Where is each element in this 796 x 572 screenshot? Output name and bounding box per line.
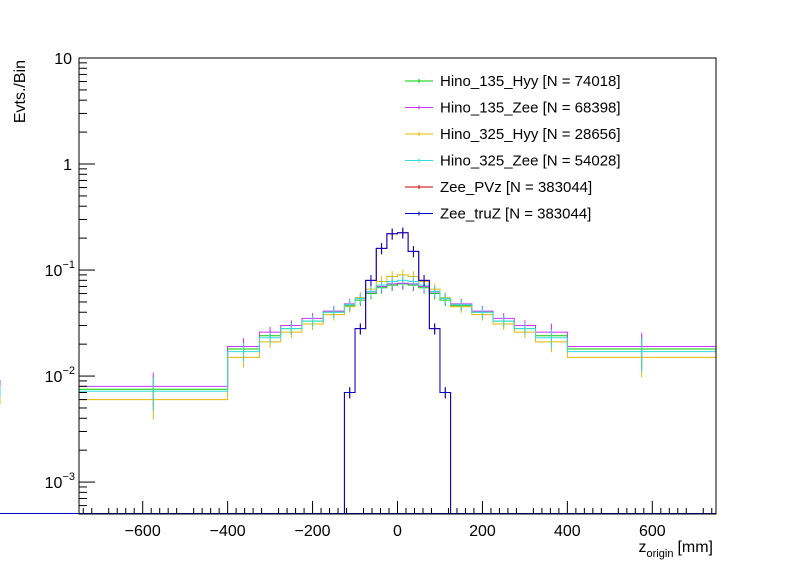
legend-item: Hino_325_Hyy [N = 28656] — [405, 126, 621, 143]
x-axis-title-unit: [mm] — [677, 539, 713, 556]
legend-label: Zee_truZ [N = 383044] — [440, 206, 591, 223]
legend: Hino_135_Hyy [N = 74018] Hino_135_Zee [N … — [405, 73, 621, 223]
axis-layer: −600 −400 −200 0 200 400 600 10 1 10−1 10−2 10−3 — [45, 51, 713, 540]
y-tick-label: 10 — [54, 51, 72, 68]
legend-item: Zee_PVz [N = 383044] — [405, 179, 592, 196]
y-tick-label: 10−2 — [45, 365, 75, 386]
legend-item: Hino_135_Hyy [N = 74018] — [405, 73, 621, 90]
x-tick-label: 0 — [393, 523, 402, 540]
legend-item: Hino_135_Zee [N = 68398] — [405, 100, 621, 117]
x-tick-label: −400 — [210, 523, 246, 540]
y-tick-label: 10−3 — [45, 471, 75, 492]
legend-item: Hino_325_Zee [N = 54028] — [405, 153, 621, 170]
legend-label: Hino_325_Zee [N = 54028] — [440, 153, 621, 170]
y-axis-title: Evts./Bin — [12, 60, 29, 123]
x-axis-title: zorigin [mm] — [639, 539, 713, 560]
legend-item: Zee_truZ [N = 383044] — [405, 206, 591, 223]
x-axis-title-main: z — [639, 539, 647, 556]
y-tick-label: 1 — [63, 157, 72, 174]
x-tick-label: −200 — [295, 523, 331, 540]
y-tick-label: 10−1 — [45, 259, 75, 280]
x-tick-label: 400 — [554, 523, 581, 540]
legend-label: Hino_135_Hyy [N = 74018] — [440, 73, 621, 90]
legend-label: Hino_325_Hyy [N = 28656] — [440, 126, 621, 143]
x-tick-label: −600 — [125, 523, 161, 540]
x-axis-title-sub: origin — [647, 548, 674, 560]
legend-label: Zee_PVz [N = 383044] — [440, 179, 592, 196]
legend-label: Hino_135_Zee [N = 68398] — [440, 100, 621, 117]
x-tick-label: 600 — [639, 523, 666, 540]
x-tick-label: 200 — [469, 523, 496, 540]
